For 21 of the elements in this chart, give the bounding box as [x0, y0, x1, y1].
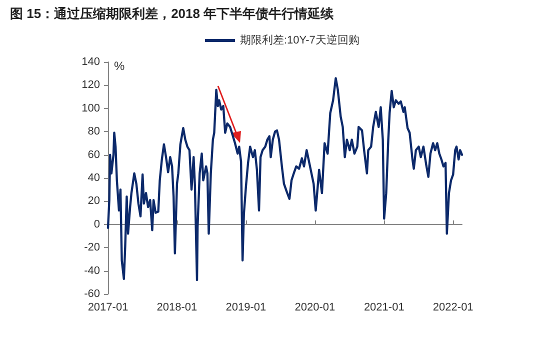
x-tick-label: 2022-01	[432, 302, 474, 314]
x-tick-label: 2021-01	[364, 302, 404, 314]
y-tick-label: 0	[94, 218, 100, 230]
y-tick-label: -20	[84, 242, 100, 254]
y-tick-label: -40	[84, 264, 100, 277]
y-tick-label: 120	[82, 79, 100, 92]
chart-title: 图 15：通过压缩期限利差，2018 年下半年债牛行情延续	[10, 6, 335, 21]
x-tick-label: 2018-01	[156, 302, 198, 314]
legend-label: 期限利差:10Y-7天逆回购	[240, 34, 360, 46]
y-tick-label: -60	[84, 288, 100, 300]
y-tick-label: 140	[82, 56, 100, 68]
line-series	[106, 77, 464, 282]
y-tick-label: 60	[88, 148, 100, 161]
y-tick-label: 40	[88, 172, 100, 184]
x-tick-label: 2020-01	[294, 302, 336, 314]
y-tick-label: 80	[88, 126, 100, 138]
y-tick-label: 20	[88, 195, 100, 208]
y-tick-label: 100	[82, 102, 100, 114]
x-tick-label: 2017-01	[88, 302, 128, 314]
x-tick-label: 2019-01	[226, 302, 266, 314]
y-axis-title: %	[114, 59, 125, 73]
